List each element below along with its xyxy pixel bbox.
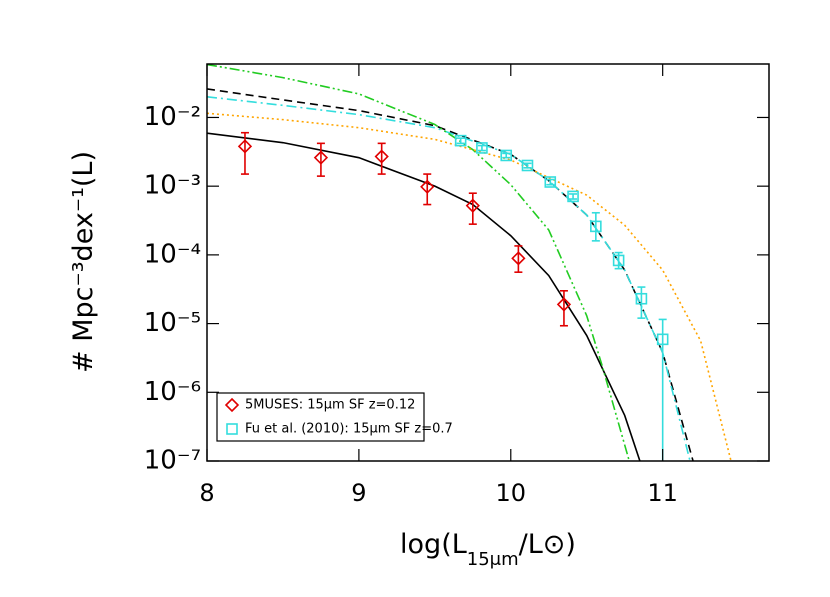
diamond-marker [511,251,526,266]
square-marker [521,159,534,172]
diamond-marker [556,297,572,312]
y-tick-label: 10⁻⁵ [144,308,201,338]
diamond-marker [420,179,435,194]
fit-curve [207,64,631,461]
legend-label: Fu et al. (2010): 15μm SF z=0.7 [245,422,453,437]
x-label-subscript: 15μm [467,549,519,570]
square-marker [590,220,602,233]
x-tick-label: 8 [199,479,214,507]
plot-area [207,64,732,461]
square-marker [476,142,488,154]
square-marker [500,149,513,162]
fit-curve [207,95,691,461]
diamond-marker [224,397,240,413]
square-marker [635,292,648,305]
square-marker [567,190,579,203]
square-marker [544,176,557,188]
y-tick-label: 10⁻⁶ [144,377,201,407]
legend-box [216,392,425,442]
y-axis-label: # Mpc⁻³dex⁻¹(L) [68,151,99,373]
x-axis-label: log(L15μm/L⊙) [400,529,576,570]
diamond-marker [374,149,389,164]
plot-frame [206,63,770,462]
legend: 5MUSES: 15μm SF z=0.12 Fu et al. (2010): … [216,392,453,442]
y-tick-label: 10⁻² [144,102,201,132]
x-label-part: /L⊙) [519,529,576,560]
square-marker [656,333,669,346]
y-tick-label: 10⁻⁷ [144,446,201,476]
axes: 8 9 10 11 10⁻⁷ 10⁻⁶ 10⁻⁵ 10⁻⁴ 10⁻³ 10⁻² [144,64,769,507]
square-marker [454,134,467,147]
x-tick-label: 10 [496,479,527,507]
diamond-marker [465,198,480,213]
y-tick-label: 10⁻³ [144,171,201,201]
x-tick-label: 11 [647,479,678,507]
legend-label: 5MUSES: 15μm SF z=0.12 [245,398,415,413]
x-tick-label: 9 [351,479,366,507]
diamond-marker [237,139,253,154]
x-label-part: log(L [400,529,467,560]
square-marker [612,254,625,267]
square-marker [226,423,238,435]
diamond-marker [313,150,329,165]
y-tick-label: 10⁻⁴ [144,239,201,269]
